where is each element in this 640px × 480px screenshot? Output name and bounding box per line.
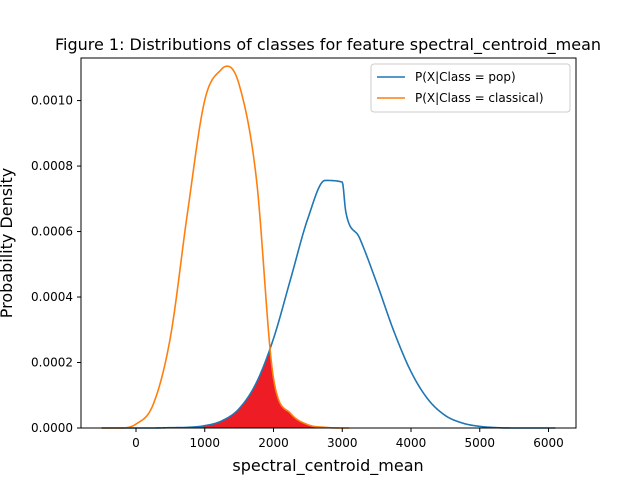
legend: P(X|Class = pop) P(X|Class = classical) <box>370 63 571 113</box>
y-tick-label: 0.0008 <box>31 159 73 173</box>
y-tick-label: 0.0000 <box>31 421 73 435</box>
y-tick-label: 0.0004 <box>31 290 73 304</box>
chart-title: Figure 1: Distributions of classes for f… <box>55 35 601 55</box>
x-tick-label: 6000 <box>533 436 564 450</box>
y-axis-ticks: 0.0000 0.0002 0.0004 0.0006 0.0008 0.0010 <box>31 94 81 435</box>
x-tick-label: 1000 <box>189 436 220 450</box>
axes-frame <box>80 57 577 429</box>
series-line-2 <box>101 65 350 429</box>
x-tick-label: 3000 <box>327 436 358 450</box>
y-tick-label: 0.0010 <box>31 94 73 108</box>
legend-box <box>370 63 571 113</box>
x-axis-ticks: 0 1000 2000 3000 4000 5000 6000 <box>132 428 564 450</box>
legend-label: P(X|Class = pop) <box>415 70 516 84</box>
x-axis-label: spectral_centroid_mean <box>232 456 423 476</box>
y-axis-label: Probability Density <box>0 168 16 319</box>
x-tick-label: 4000 <box>396 436 427 450</box>
legend-label: P(X|Class = classical) <box>415 91 544 105</box>
y-tick-label: 0.0006 <box>31 225 73 239</box>
x-tick-label: 2000 <box>258 436 289 450</box>
series-line-1 <box>101 179 556 429</box>
x-tick-label: 5000 <box>464 436 495 450</box>
plot-area <box>80 57 577 429</box>
x-tick-label: 0 <box>132 436 140 450</box>
y-tick-label: 0.0002 <box>31 356 73 370</box>
overlap-region <box>136 349 343 428</box>
